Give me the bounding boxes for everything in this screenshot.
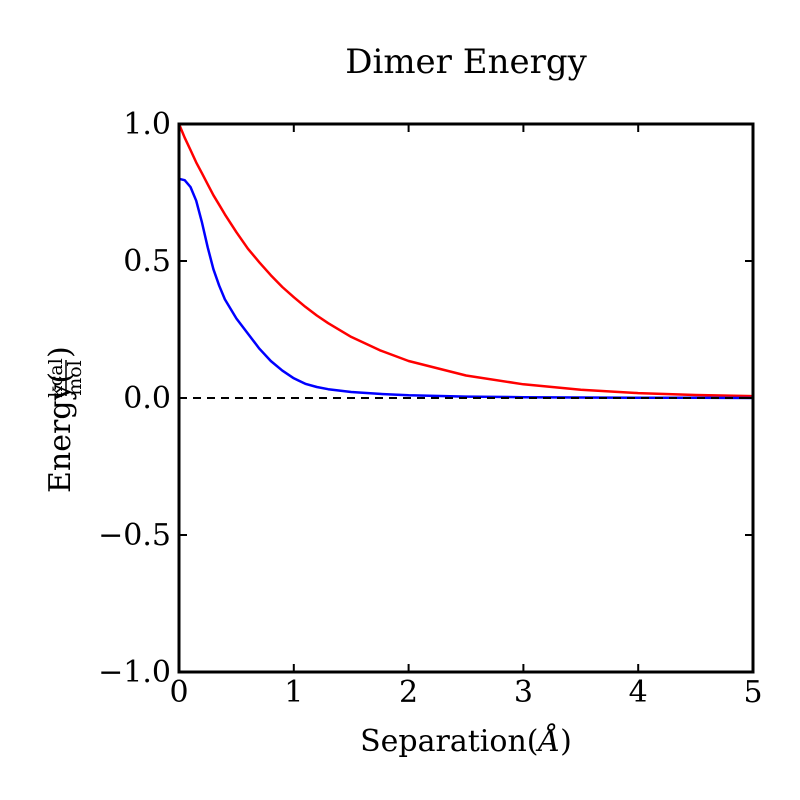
y-tick-label-3: −0.5 bbox=[98, 518, 171, 553]
y-axis-label: Energy( kcal mol ) bbox=[43, 346, 86, 493]
tick-labels-group: 0 1 2 3 4 5 1.0 0.5 0.0 −0.5 −1.0 bbox=[98, 107, 762, 710]
x-tick-label-0: 0 bbox=[169, 675, 188, 710]
plot-frame bbox=[177, 122, 755, 674]
x-tick-label-5: 5 bbox=[743, 675, 762, 710]
x-axis-label-prefix: Separation( bbox=[360, 724, 538, 759]
x-axis-label-suffix: ) bbox=[560, 724, 572, 759]
series-line-1 bbox=[177, 123, 754, 398]
x-tick-label-4: 4 bbox=[629, 675, 648, 710]
series-group bbox=[177, 123, 754, 400]
y-axis-label-suffix: ) bbox=[43, 346, 78, 358]
y-tick-label-4: −1.0 bbox=[98, 655, 171, 690]
y-axis-label-prefix: Energy( bbox=[43, 372, 78, 493]
y-axis-label-unit-denominator: mol bbox=[64, 360, 86, 396]
x-axis-label-unit: Å bbox=[535, 723, 560, 759]
x-tick-label-3: 3 bbox=[514, 675, 533, 710]
y-tick-label-2: 0.0 bbox=[123, 381, 171, 416]
x-axis-label: Separation(Å) bbox=[360, 723, 572, 759]
y-tick-label-1: 0.5 bbox=[123, 244, 171, 279]
x-tick-label-1: 1 bbox=[284, 675, 303, 710]
y-tick-label-0: 1.0 bbox=[123, 107, 171, 142]
x-tick-label-2: 2 bbox=[399, 675, 418, 710]
chart-title: Dimer Energy bbox=[345, 42, 587, 82]
y-axis-label-unit-numerator: kcal bbox=[45, 358, 67, 398]
